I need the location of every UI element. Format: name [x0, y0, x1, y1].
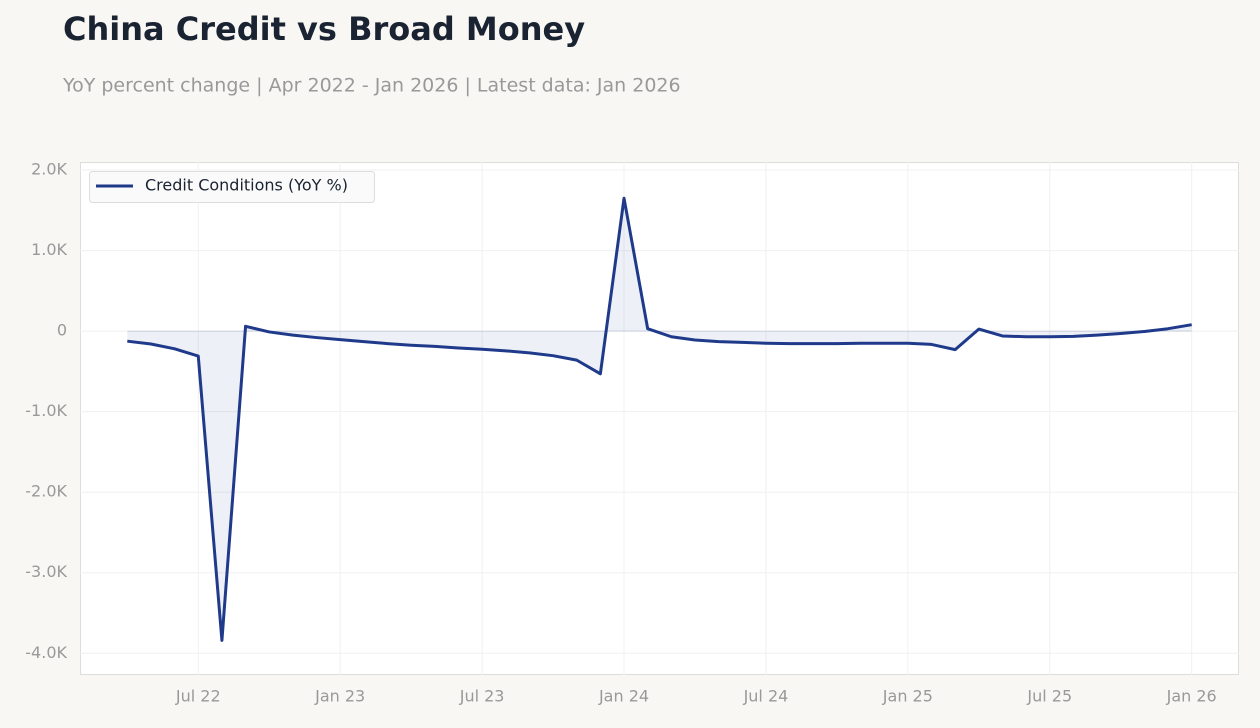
x-tick-label: Jan 26	[1166, 687, 1217, 706]
x-tick-label: Jul 22	[175, 687, 221, 706]
legend-box	[89, 171, 375, 203]
y-tick-label: 2.0K	[31, 160, 67, 179]
y-tick-label: -4.0K	[25, 643, 67, 662]
line	[127, 196, 1192, 642]
x-tick-label: Jan 23	[314, 687, 365, 706]
y-tick-label: -2.0K	[25, 482, 67, 501]
y-tick-label: 0	[57, 321, 67, 340]
x-tick-label: Jan 24	[598, 687, 649, 706]
y-tick-label: 1.0K	[31, 240, 67, 259]
chart-title: China Credit vs Broad Money	[63, 10, 585, 48]
x-tick-label: Jul 23	[459, 687, 505, 706]
y-tick-label: -1.0K	[25, 401, 67, 420]
x-tick-label: Jan 25	[882, 687, 933, 706]
x-tick-label: Jul 25	[1026, 687, 1072, 706]
legend-label: Credit Conditions (YoY %)	[145, 176, 348, 195]
y-tick-label: -3.0K	[25, 562, 67, 581]
x-tick-label: Jul 24	[743, 687, 789, 706]
plot-area	[80, 162, 1239, 675]
chart-subtitle: YoY percent change | Apr 2022 - Jan 2026…	[62, 75, 681, 97]
